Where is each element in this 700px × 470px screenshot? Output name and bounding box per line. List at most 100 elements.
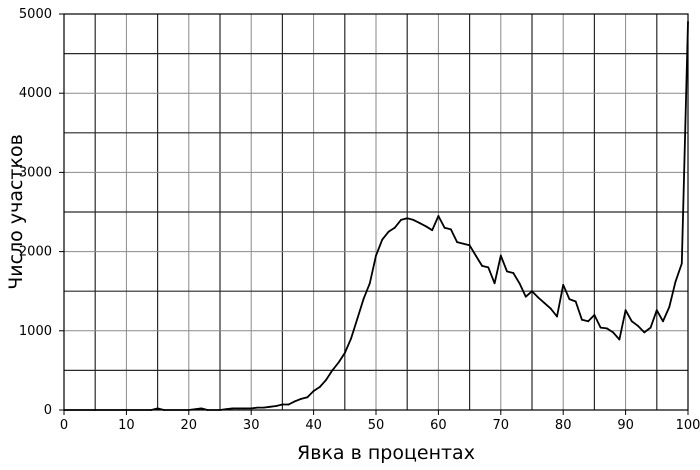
data-point	[312, 390, 315, 392]
data-point	[493, 282, 496, 285]
data-point	[375, 254, 377, 257]
data-point	[343, 352, 346, 354]
data-point	[468, 244, 471, 247]
data-point	[269, 405, 271, 408]
data-point	[244, 407, 246, 410]
data-point	[275, 405, 278, 407]
x-tick-label: 10	[118, 418, 135, 433]
data-point	[94, 409, 97, 411]
data-point	[250, 407, 253, 410]
data-point	[156, 407, 159, 410]
data-point	[456, 241, 459, 243]
data-point	[618, 338, 621, 341]
data-point	[687, 21, 689, 23]
x-tick-label: 50	[368, 418, 385, 433]
data-point	[431, 229, 434, 232]
data-point	[293, 400, 296, 403]
data-point	[605, 327, 608, 330]
data-point	[662, 320, 664, 323]
data-point	[256, 406, 259, 409]
data-point	[518, 282, 521, 285]
data-point	[425, 225, 427, 228]
x-axis-title: Явка в процентах	[297, 442, 475, 464]
x-tick-label: 20	[181, 418, 198, 433]
data-point	[287, 403, 290, 406]
x-tick-label: 70	[493, 418, 510, 433]
data-point	[612, 331, 615, 334]
x-tick-label: 60	[430, 418, 447, 433]
x-tick-label: 100	[676, 418, 700, 433]
data-point	[418, 222, 421, 224]
data-point	[362, 298, 365, 301]
data-point	[150, 409, 153, 411]
data-point	[649, 326, 652, 329]
data-point	[487, 266, 490, 269]
data-point	[262, 406, 265, 409]
data-point	[125, 409, 128, 411]
x-tick-label: 40	[305, 418, 322, 433]
data-point	[437, 215, 440, 217]
y-tick-label: 4000	[19, 86, 52, 101]
data-point	[549, 307, 552, 310]
data-point	[187, 409, 190, 411]
data-point	[630, 320, 633, 323]
y-tick-label: 1000	[19, 324, 52, 339]
y-tick-label: 3000	[19, 165, 52, 180]
data-point	[506, 270, 508, 273]
data-point	[524, 295, 527, 298]
data-point	[237, 407, 240, 410]
data-point	[581, 318, 583, 321]
data-point	[443, 226, 446, 229]
x-tick-label: 0	[60, 418, 68, 433]
data-point	[462, 242, 465, 245]
data-point	[387, 230, 390, 233]
x-tick-label: 30	[243, 418, 260, 433]
data-point	[206, 409, 209, 411]
data-point	[531, 290, 533, 293]
data-point	[574, 300, 577, 303]
data-point	[368, 282, 371, 285]
data-point	[162, 409, 165, 411]
data-point	[593, 314, 596, 316]
data-point	[281, 403, 284, 406]
data-point	[350, 337, 352, 340]
data-point	[643, 331, 646, 334]
data-point	[474, 254, 477, 257]
data-point	[381, 238, 384, 241]
data-point	[562, 283, 565, 286]
data-point	[225, 408, 228, 411]
y-axis-title: Число участков	[5, 134, 27, 290]
data-point	[306, 396, 309, 399]
y-tick-label: 0	[44, 403, 52, 418]
data-point	[481, 264, 483, 267]
data-point	[499, 254, 502, 257]
data-point	[393, 226, 396, 229]
data-point	[356, 318, 359, 320]
data-point	[318, 386, 321, 388]
y-tick-label: 5000	[19, 7, 52, 22]
data-point	[512, 272, 515, 274]
data-point	[449, 228, 452, 231]
data-point	[556, 315, 558, 318]
data-point	[655, 309, 658, 312]
data-point	[680, 262, 683, 265]
data-point	[537, 296, 540, 299]
data-point	[200, 407, 203, 410]
x-tick-label: 90	[617, 418, 634, 433]
data-point	[668, 306, 671, 308]
data-point	[543, 302, 546, 304]
data-point	[587, 320, 590, 323]
data-point	[331, 369, 334, 372]
data-point	[219, 409, 221, 411]
data-point	[412, 219, 415, 221]
data-point	[231, 407, 234, 410]
data-point	[674, 280, 677, 283]
data-point	[624, 309, 627, 312]
data-point	[637, 325, 639, 327]
data-point	[400, 219, 402, 221]
data-point	[568, 298, 571, 301]
data-point	[599, 326, 602, 329]
data-point	[337, 361, 340, 364]
